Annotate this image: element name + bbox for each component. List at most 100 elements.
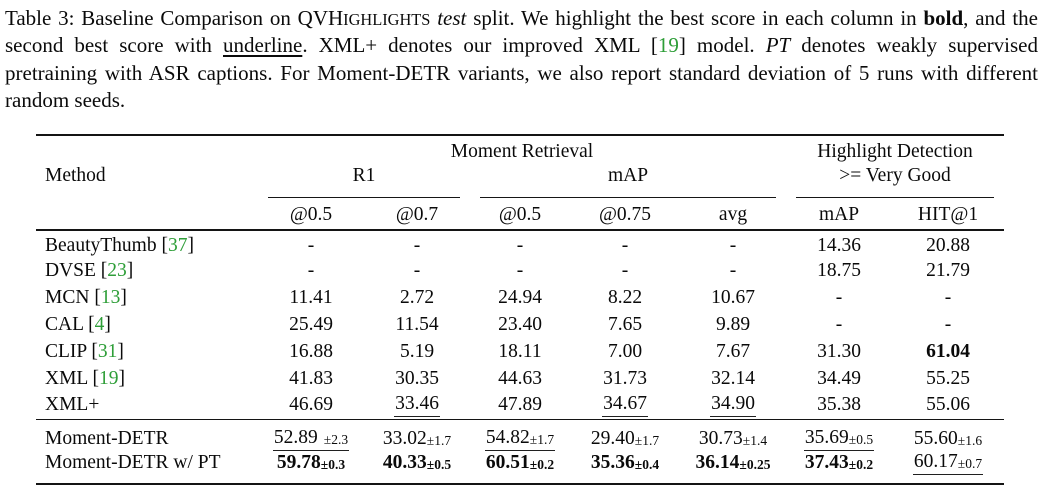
score-cell: 60.51±0.2 bbox=[470, 451, 570, 484]
method-name: CAL [4] bbox=[36, 311, 258, 338]
score-cell: 18.75 bbox=[786, 257, 892, 284]
score-cell: 46.69 bbox=[258, 392, 364, 419]
score-value: - bbox=[835, 313, 843, 335]
table-caption: Table 3: Baseline Comparison on QVHIGHLI… bbox=[5, 5, 1038, 114]
citation-ref[interactable]: 37 bbox=[167, 235, 188, 257]
rule-under-very-good bbox=[796, 191, 995, 199]
method-name: MCN [13] bbox=[36, 284, 258, 311]
col-header-0-05: @0.5 bbox=[258, 200, 364, 232]
method-name: XML+ bbox=[36, 392, 258, 419]
score-value: - bbox=[621, 235, 629, 257]
score-value: 24.94 bbox=[498, 286, 542, 308]
caption-text-segment: Table 3: Baseline Comparison on bbox=[5, 6, 298, 30]
table-header-subgroup-row: Method R1 mAP >= Very Good bbox=[36, 163, 1004, 189]
score-cell: - bbox=[470, 257, 570, 284]
citation-bracket: ] bbox=[118, 367, 125, 389]
score-cell: 61.04 bbox=[892, 338, 1004, 365]
score-cell: 2.72 bbox=[364, 284, 470, 311]
score-value: 35.69±0.5 bbox=[803, 427, 875, 451]
score-value: 33.02±1.7 bbox=[382, 427, 452, 449]
score-cell: - bbox=[786, 284, 892, 311]
score-value: 34.67 bbox=[602, 393, 648, 418]
score-value: 30.73±1.4 bbox=[698, 427, 768, 449]
caption-text-segment: PT bbox=[765, 33, 791, 58]
score-value: 31.73 bbox=[603, 367, 647, 389]
score-cell: 7.00 bbox=[570, 338, 680, 365]
score-value: 36.14±0.25 bbox=[695, 451, 771, 473]
score-cell: 55.25 bbox=[892, 365, 1004, 392]
citation-ref[interactable]: 13 bbox=[100, 286, 121, 308]
std-dev: ±0.2 bbox=[848, 456, 874, 472]
score-cell: 29.40±1.7 bbox=[570, 418, 680, 451]
std-dev: ±0.3 bbox=[320, 456, 346, 472]
score-value: 55.60±1.6 bbox=[913, 427, 983, 449]
caption-text-segment: bold bbox=[923, 6, 964, 30]
method-name: Moment-DETR w/ PT bbox=[36, 451, 258, 484]
score-value: 18.11 bbox=[498, 340, 542, 362]
table-row: CLIP [31] 16.88 5.19 18.11 7.00 7.67 31.30 61.0… bbox=[36, 338, 1004, 365]
score-value: 32.14 bbox=[711, 367, 755, 389]
score-value: - bbox=[413, 259, 421, 281]
citation-bracket: [ bbox=[95, 259, 108, 281]
score-value: - bbox=[944, 313, 952, 335]
std-dev: ±0.25 bbox=[739, 456, 771, 472]
score-value: 29.40±1.7 bbox=[590, 427, 660, 449]
score-value: 14.36 bbox=[817, 235, 861, 257]
score-cell: 30.73±1.4 bbox=[680, 418, 787, 451]
score-value: - bbox=[516, 259, 524, 281]
score-value: 33.46 bbox=[394, 393, 440, 418]
spacer-cell bbox=[36, 135, 258, 163]
score-value: 8.22 bbox=[607, 286, 643, 308]
score-cell: 34.90 bbox=[680, 392, 786, 419]
score-cell: 36.14±0.25 bbox=[680, 451, 786, 484]
method-label: BeautyThumb bbox=[45, 235, 157, 257]
subgroup-header-r1: R1 bbox=[352, 165, 376, 187]
score-cell: 5.19 bbox=[364, 338, 470, 365]
score-cell: - bbox=[786, 311, 892, 338]
citation-bracket: ] bbox=[126, 259, 134, 281]
citation-bracket: ] bbox=[117, 340, 124, 362]
score-cell: 11.54 bbox=[364, 311, 470, 338]
citation-ref[interactable]: 4 bbox=[94, 313, 105, 335]
results-table: Moment Retrieval Highlight Detection Met… bbox=[36, 134, 1005, 485]
column-rule-row bbox=[36, 189, 1004, 200]
score-cell: 7.67 bbox=[680, 338, 786, 365]
table-row: Moment-DETR 52.89 ±2.3 33.02±1.7 54.82±1.7 29… bbox=[36, 418, 1005, 451]
citation-bracket: [ bbox=[87, 367, 99, 389]
score-value: 47.89 bbox=[498, 394, 542, 416]
score-value: 46.69 bbox=[289, 394, 333, 416]
caption-text-segment: underline bbox=[223, 33, 303, 58]
rule-under-r1 bbox=[268, 191, 460, 199]
method-label: CLIP bbox=[45, 340, 87, 362]
citation-ref[interactable]: 23 bbox=[107, 259, 127, 281]
score-cell: 33.02±1.7 bbox=[364, 418, 470, 451]
citation-ref[interactable]: 19 bbox=[657, 33, 679, 58]
score-value: 60.51±0.2 bbox=[485, 451, 555, 473]
score-value: 55.06 bbox=[926, 394, 970, 416]
score-cell: - bbox=[570, 257, 680, 284]
score-value: 7.67 bbox=[715, 340, 751, 362]
score-cell: 30.35 bbox=[364, 365, 470, 392]
std-dev: ±1.7 bbox=[426, 432, 452, 448]
score-value: 37.43±0.2 bbox=[804, 451, 874, 473]
score-value: 23.40 bbox=[498, 313, 542, 335]
spacer-cell bbox=[786, 189, 1004, 200]
method-label: DVSE bbox=[45, 259, 96, 281]
score-cell: 7.65 bbox=[570, 311, 680, 338]
score-value: - bbox=[729, 259, 737, 281]
citation-ref[interactable]: 19 bbox=[98, 367, 119, 389]
score-value: 16.88 bbox=[289, 340, 333, 362]
method-label: Moment-DETR w/ PT bbox=[45, 451, 221, 473]
score-cell: - bbox=[258, 257, 364, 284]
citation-ref[interactable]: 31 bbox=[97, 340, 118, 362]
score-value: 34.49 bbox=[817, 367, 861, 389]
citation-bracket: [ bbox=[83, 313, 95, 335]
table-row: DVSE [23] - - - - - 18.75 21.79 bbox=[36, 257, 1004, 284]
table-row: XML+ 46.69 33.46 47.89 34.67 34.90 35.38 55.06 bbox=[36, 392, 1004, 419]
score-cell: 23.40 bbox=[470, 311, 570, 338]
score-cell: 24.94 bbox=[470, 284, 570, 311]
score-value: - bbox=[516, 235, 524, 257]
method-name: DVSE [23] bbox=[36, 257, 258, 284]
col-header-method: Method bbox=[45, 165, 106, 187]
caption-text-segment: . XML+ denotes our improved XML [ bbox=[302, 33, 658, 58]
